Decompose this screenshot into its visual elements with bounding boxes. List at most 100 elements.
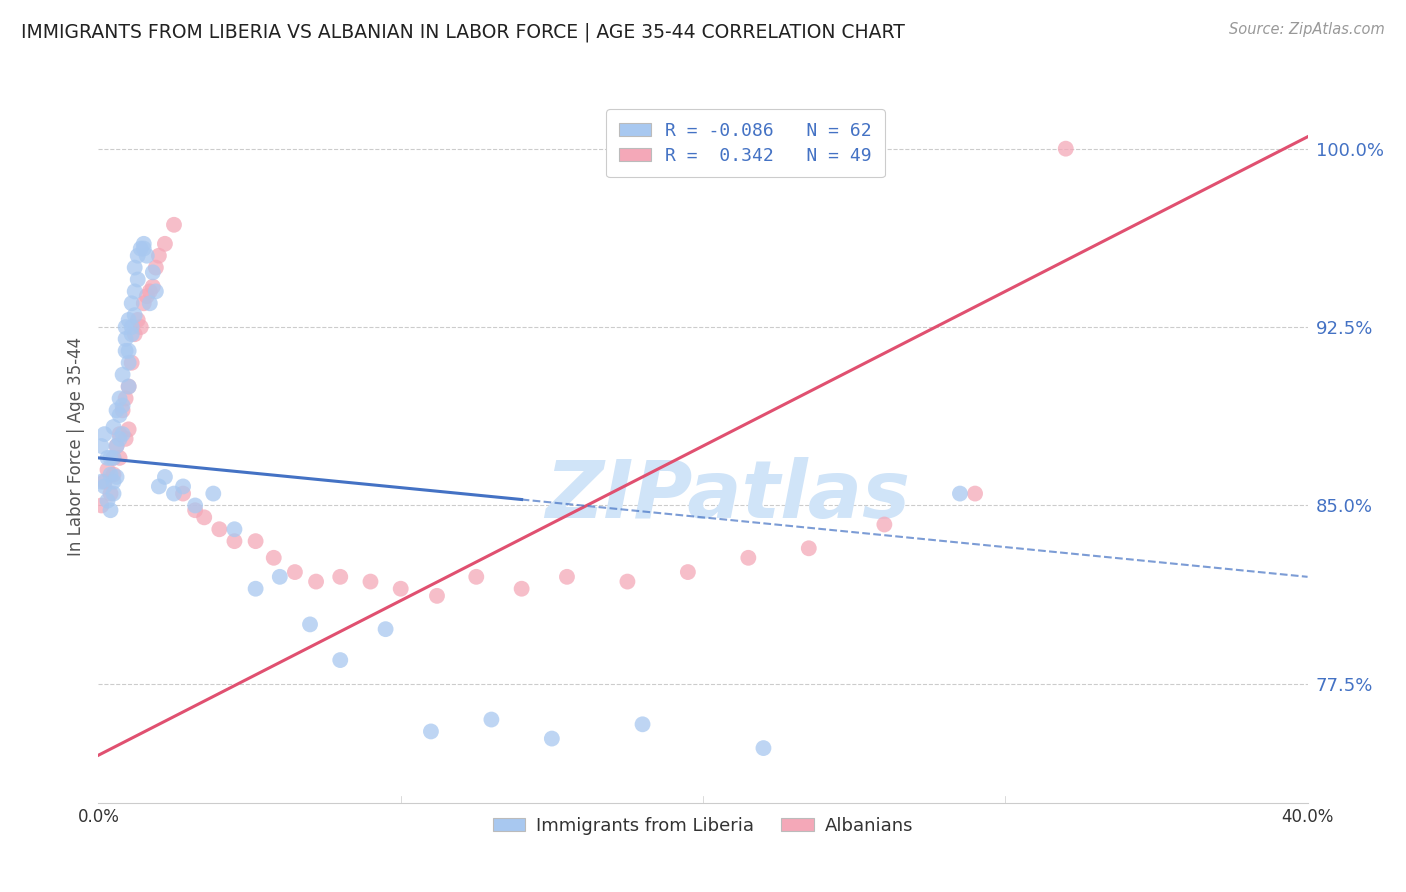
Point: [105, 439, 128, 453]
Point: [114, 392, 136, 406]
Point: [127, 313, 149, 327]
Point: [118, 379, 141, 393]
Point: [360, 574, 382, 589]
Point: [100, 486, 122, 500]
Point: [224, 534, 246, 549]
Point: [329, 570, 352, 584]
Point: [118, 343, 141, 358]
Point: [129, 320, 152, 334]
Point: [111, 368, 134, 382]
Point: [121, 296, 143, 310]
Point: [93, 427, 115, 442]
Point: [142, 279, 165, 293]
Point: [96, 450, 118, 465]
Point: [676, 565, 699, 579]
Point: [139, 296, 162, 310]
Point: [93, 475, 115, 489]
Point: [193, 510, 215, 524]
Point: [118, 313, 141, 327]
Point: [103, 450, 125, 465]
Point: [1054, 142, 1077, 156]
Text: ZIPatlas: ZIPatlas: [544, 457, 910, 535]
Point: [105, 403, 128, 417]
Point: [114, 332, 136, 346]
Point: [121, 356, 143, 370]
Point: [135, 289, 157, 303]
Text: IMMIGRANTS FROM LIBERIA VS ALBANIAN IN LABOR FORCE | AGE 35-44 CORRELATION CHART: IMMIGRANTS FROM LIBERIA VS ALBANIAN IN L…: [21, 22, 905, 42]
Point: [111, 427, 134, 442]
Point: [374, 622, 396, 636]
Point: [132, 296, 155, 310]
Point: [245, 582, 267, 596]
Point: [163, 218, 186, 232]
Point: [129, 242, 152, 256]
Point: [103, 450, 125, 465]
Point: [103, 420, 125, 434]
Point: [118, 422, 141, 436]
Point: [108, 432, 131, 446]
Point: [103, 475, 125, 489]
Point: [124, 308, 146, 322]
Point: [299, 617, 322, 632]
Point: [873, 517, 896, 532]
Point: [96, 493, 118, 508]
Point: [100, 467, 122, 482]
Point: [481, 713, 503, 727]
Point: [329, 653, 352, 667]
Point: [208, 522, 231, 536]
Point: [172, 479, 194, 493]
Point: [172, 486, 194, 500]
Y-axis label: In Labor Force | Age 35-44: In Labor Force | Age 35-44: [66, 336, 84, 556]
Point: [555, 570, 578, 584]
Point: [269, 570, 291, 584]
Point: [114, 432, 136, 446]
Point: [90, 499, 112, 513]
Point: [148, 249, 170, 263]
Point: [465, 570, 488, 584]
Point: [114, 343, 136, 358]
Point: [132, 236, 155, 251]
Point: [127, 272, 149, 286]
Point: [148, 479, 170, 493]
Point: [100, 503, 122, 517]
Point: [124, 327, 146, 342]
Point: [100, 450, 122, 465]
Point: [108, 450, 131, 465]
Point: [96, 463, 118, 477]
Point: [145, 260, 167, 275]
Point: [108, 392, 131, 406]
Point: [389, 582, 412, 596]
Point: [263, 550, 285, 565]
Point: [105, 470, 128, 484]
Point: [965, 486, 987, 500]
Point: [631, 717, 654, 731]
Point: [224, 522, 246, 536]
Point: [135, 249, 157, 263]
Point: [124, 285, 146, 299]
Point: [118, 379, 141, 393]
Point: [420, 724, 443, 739]
Point: [139, 285, 162, 299]
Point: [124, 260, 146, 275]
Point: [284, 565, 307, 579]
Point: [111, 399, 134, 413]
Point: [90, 475, 112, 489]
Point: [245, 534, 267, 549]
Point: [132, 242, 155, 256]
Point: [103, 467, 125, 482]
Point: [305, 574, 328, 589]
Point: [797, 541, 820, 556]
Point: [163, 486, 186, 500]
Point: [510, 582, 533, 596]
Point: [145, 285, 167, 299]
Point: [114, 320, 136, 334]
Point: [103, 486, 125, 500]
Point: [93, 479, 115, 493]
Point: [121, 320, 143, 334]
Point: [90, 439, 112, 453]
Point: [142, 265, 165, 279]
Point: [108, 408, 131, 422]
Point: [949, 486, 972, 500]
Point: [153, 470, 176, 484]
Text: Source: ZipAtlas.com: Source: ZipAtlas.com: [1229, 22, 1385, 37]
